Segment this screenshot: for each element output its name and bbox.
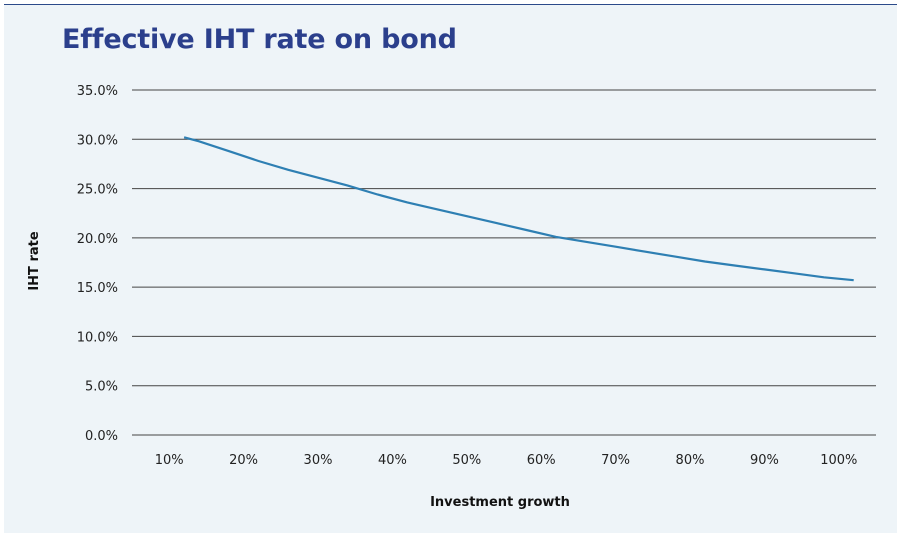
y-tick-labels: 0.0% 5.0% 10.0% 15.0% 20.0% 25.0% 30.0% 35.0%	[77, 84, 118, 444]
y-tick-label: 0.0%	[85, 429, 118, 444]
chart-panel	[4, 4, 897, 533]
x-tick-label: 70%	[601, 453, 630, 468]
x-tick-label: 80%	[676, 453, 705, 468]
x-tick-label: 40%	[378, 453, 407, 468]
y-axis-title: IHT rate	[27, 231, 42, 291]
series-line-iht-rate	[183, 136, 854, 282]
x-tick-label: 30%	[304, 453, 333, 468]
y-tick-label: 20.0%	[77, 232, 118, 247]
y-tick-label: 5.0%	[85, 380, 118, 395]
y-tick-label: 15.0%	[77, 281, 118, 296]
y-tick-label: 35.0%	[77, 84, 118, 99]
y-tick-label: 25.0%	[77, 183, 118, 198]
y-tick-label: 10.0%	[77, 330, 118, 345]
x-axis-title: Investment growth	[430, 495, 570, 510]
y-tick-label: 30.0%	[77, 133, 118, 148]
x-tick-label: 60%	[527, 453, 556, 468]
x-tick-label: 50%	[452, 453, 481, 468]
x-tick-labels: 10% 20% 30% 40% 50% 60% 70% 80% 90% 100%	[155, 453, 858, 468]
gridlines	[132, 89, 876, 436]
x-tick-label: 10%	[155, 453, 184, 468]
chart-title: Effective IHT rate on bond	[62, 24, 457, 55]
x-tick-label: 90%	[750, 453, 779, 468]
x-tick-label: 20%	[229, 453, 258, 468]
x-tick-label: 100%	[820, 453, 857, 468]
